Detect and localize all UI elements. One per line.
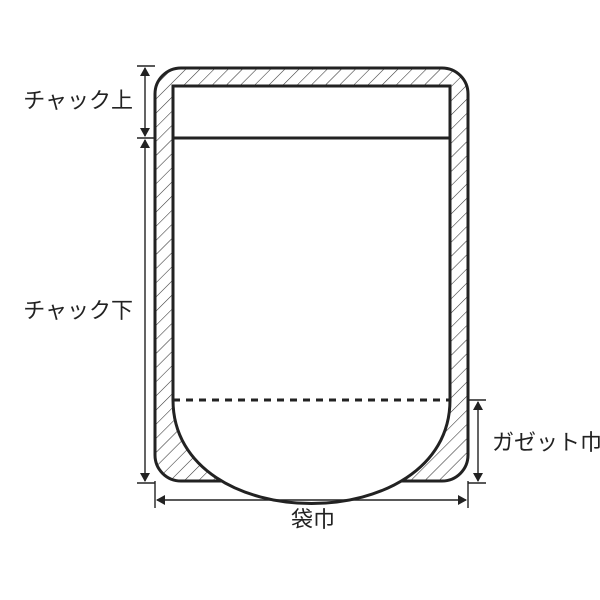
pouch-inner-outline [173,86,450,504]
label-gusset_width: ガゼット巾 [492,430,600,455]
label-zipper_below: チャック下 [23,298,133,323]
label-zipper_above: チャック上 [23,88,133,113]
label-bag_width: 袋巾 [291,507,335,532]
